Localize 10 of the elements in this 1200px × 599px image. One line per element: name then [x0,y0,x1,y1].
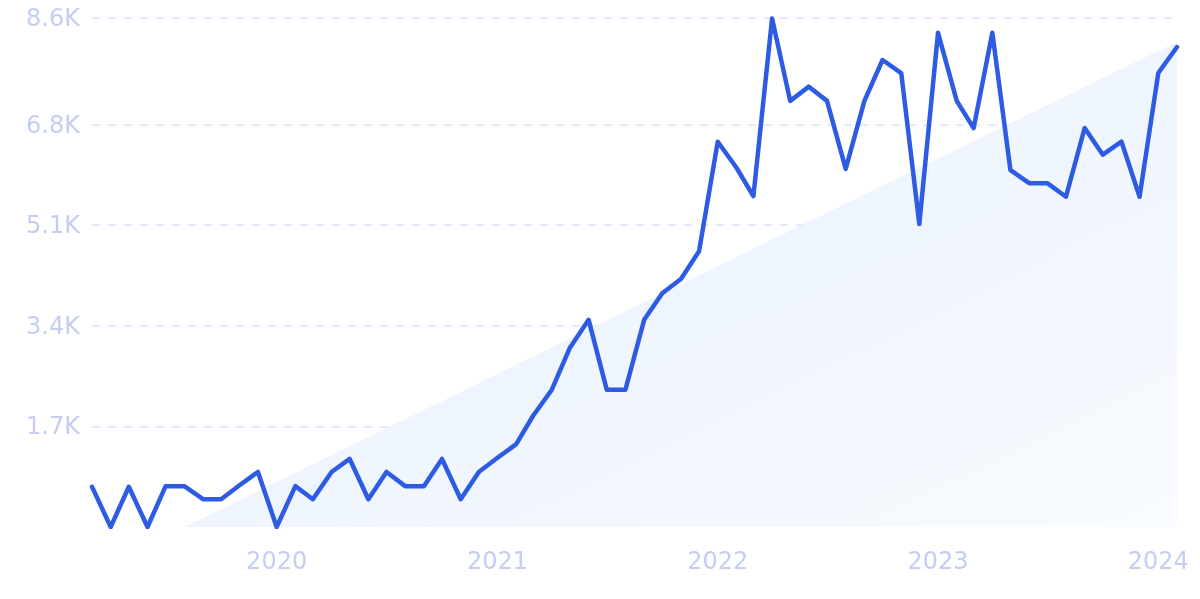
y-tick-label: 8.6K [26,4,82,32]
y-tick-label: 6.8K [26,110,82,139]
x-tick-label: 2020 [246,547,308,575]
x-tick-label: 2022 [687,547,749,575]
x-tick-label: 2023 [907,547,969,575]
y-tick-label: 3.4K [26,311,82,340]
y-tick-label: 1.7K [26,412,82,441]
x-tick-label: 2021 [466,547,529,575]
y-tick-label: 5.1K [26,211,82,240]
x-tick-label: 2024 [1127,547,1189,575]
